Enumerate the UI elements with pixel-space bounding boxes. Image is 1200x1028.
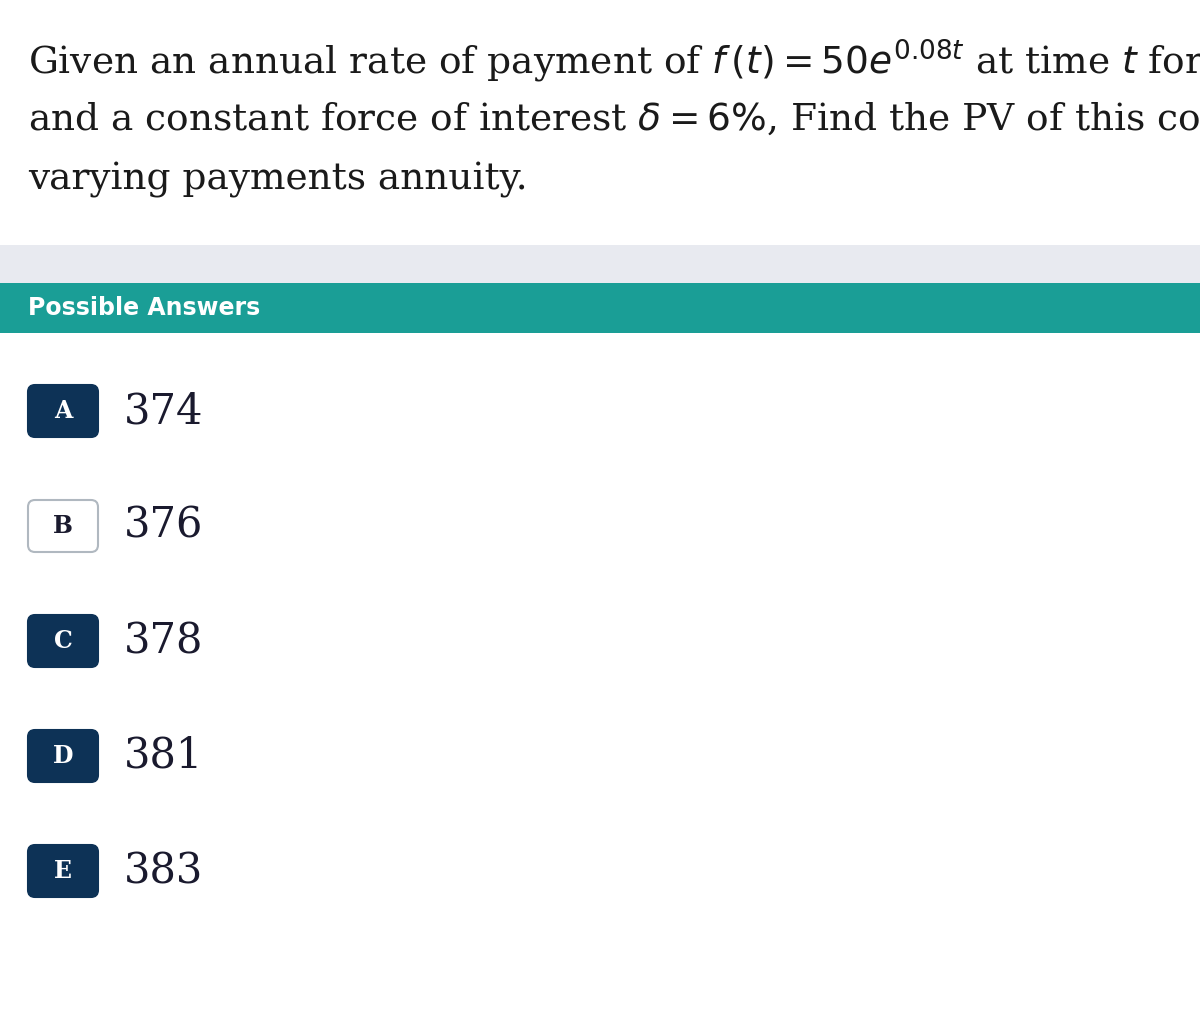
Text: 383: 383 [124, 850, 203, 892]
Text: Possible Answers: Possible Answers [28, 296, 260, 320]
Text: E: E [54, 859, 72, 883]
FancyBboxPatch shape [28, 845, 98, 897]
Text: and a constant force of interest $\delta = 6\%$, Find the PV of this continuousl: and a constant force of interest $\delta… [28, 100, 1200, 140]
FancyBboxPatch shape [28, 730, 98, 782]
Text: varying payments annuity.: varying payments annuity. [28, 162, 528, 198]
Text: 374: 374 [124, 390, 204, 432]
Text: C: C [54, 629, 72, 653]
FancyBboxPatch shape [0, 245, 1200, 283]
FancyBboxPatch shape [28, 500, 98, 552]
FancyBboxPatch shape [28, 386, 98, 437]
Text: 378: 378 [124, 620, 203, 662]
FancyBboxPatch shape [0, 283, 1200, 333]
Text: 381: 381 [124, 735, 203, 777]
Text: 376: 376 [124, 505, 203, 547]
Text: Given an annual rate of payment of $f\,(t) = 50e^{0.08t}$ at time $t$ for 7 year: Given an annual rate of payment of $f\,(… [28, 38, 1200, 85]
Text: D: D [53, 744, 73, 768]
FancyBboxPatch shape [28, 615, 98, 667]
Text: B: B [53, 514, 73, 538]
Text: A: A [54, 399, 72, 423]
